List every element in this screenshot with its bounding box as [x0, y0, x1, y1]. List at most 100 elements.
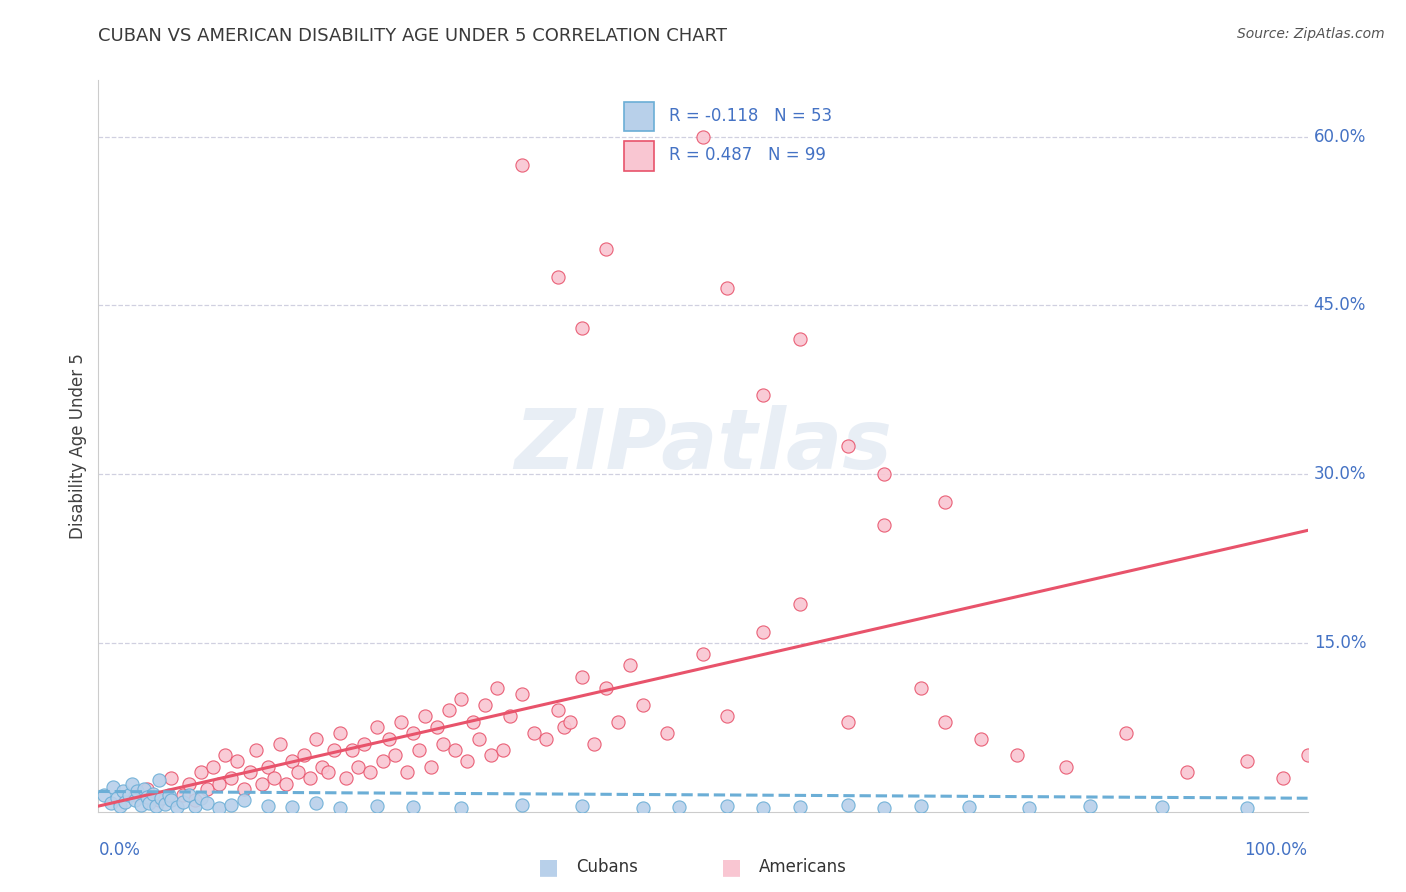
- Point: [214, 748, 236, 763]
- Point: [311, 760, 333, 774]
- Point: [402, 726, 425, 740]
- Point: [1236, 754, 1258, 768]
- Point: [571, 321, 593, 335]
- Point: [208, 776, 231, 790]
- Point: [402, 800, 425, 814]
- Text: Cubans: Cubans: [576, 858, 638, 876]
- Y-axis label: Disability Age Under 5: Disability Age Under 5: [69, 353, 87, 539]
- Point: [129, 797, 152, 812]
- Point: [157, 788, 180, 802]
- Point: [1054, 760, 1077, 774]
- Point: [481, 748, 503, 763]
- Point: [256, 799, 278, 814]
- Point: [456, 754, 478, 768]
- Point: [105, 791, 128, 805]
- Point: [281, 754, 304, 768]
- Point: [873, 467, 896, 482]
- Point: [135, 790, 157, 805]
- Point: [127, 784, 149, 798]
- Point: [547, 703, 569, 717]
- Point: [250, 776, 273, 790]
- Point: [692, 647, 714, 661]
- Point: [631, 698, 654, 712]
- Point: [486, 681, 509, 695]
- Point: [558, 714, 581, 729]
- Point: [93, 788, 115, 802]
- Point: [124, 788, 146, 802]
- Point: [716, 799, 738, 814]
- Point: [413, 709, 436, 723]
- Point: [166, 800, 188, 814]
- Point: [534, 731, 557, 746]
- Point: [752, 388, 775, 402]
- Point: [118, 788, 141, 802]
- Point: [329, 726, 352, 740]
- Text: 60.0%: 60.0%: [1313, 128, 1367, 145]
- Point: [547, 270, 569, 285]
- Point: [114, 795, 136, 809]
- Point: [274, 776, 297, 790]
- Point: [221, 771, 243, 785]
- Point: [287, 765, 309, 780]
- Point: [553, 720, 575, 734]
- Point: [583, 737, 606, 751]
- Point: [353, 737, 375, 751]
- Point: [179, 776, 201, 790]
- Point: [510, 158, 533, 172]
- Point: [970, 731, 993, 746]
- Point: [571, 799, 593, 814]
- Point: [1115, 726, 1137, 740]
- Point: [692, 129, 714, 144]
- Point: [195, 782, 218, 797]
- Point: [444, 743, 467, 757]
- Point: [263, 771, 285, 785]
- Point: [607, 714, 630, 729]
- Point: [523, 726, 546, 740]
- Text: CUBAN VS AMERICAN DISABILITY AGE UNDER 5 CORRELATION CHART: CUBAN VS AMERICAN DISABILITY AGE UNDER 5…: [98, 27, 727, 45]
- Text: Source: ZipAtlas.com: Source: ZipAtlas.com: [1237, 27, 1385, 41]
- Point: [160, 793, 183, 807]
- Point: [100, 796, 122, 810]
- Point: [408, 743, 430, 757]
- Point: [226, 754, 249, 768]
- Point: [134, 782, 156, 797]
- Point: [934, 714, 956, 729]
- Point: [360, 765, 382, 780]
- Point: [837, 714, 859, 729]
- Point: [934, 495, 956, 509]
- Point: [316, 765, 339, 780]
- Point: [1272, 771, 1295, 785]
- Point: [108, 799, 131, 814]
- Point: [1175, 765, 1198, 780]
- Point: [837, 439, 859, 453]
- Point: [366, 720, 388, 734]
- Point: [789, 800, 811, 814]
- Point: [138, 796, 160, 810]
- Point: [474, 698, 496, 712]
- Point: [371, 754, 394, 768]
- Text: 0.0%: 0.0%: [98, 841, 141, 859]
- Point: [510, 797, 533, 812]
- Point: [184, 793, 207, 807]
- Point: [269, 737, 291, 751]
- Point: [752, 801, 775, 815]
- Point: [668, 800, 690, 814]
- Point: [292, 748, 315, 763]
- Point: [463, 714, 485, 729]
- Point: [342, 743, 364, 757]
- Point: [450, 692, 472, 706]
- Point: [571, 670, 593, 684]
- Point: [281, 800, 304, 814]
- Point: [335, 771, 357, 785]
- Point: [190, 765, 212, 780]
- Point: [347, 760, 370, 774]
- Point: [789, 332, 811, 346]
- Text: Americans: Americans: [759, 858, 846, 876]
- Point: [179, 788, 201, 802]
- Point: [1152, 800, 1174, 814]
- Point: [716, 281, 738, 295]
- Point: [160, 771, 183, 785]
- Point: [232, 782, 254, 797]
- Point: [873, 801, 896, 815]
- Text: ZIPatlas: ZIPatlas: [515, 406, 891, 486]
